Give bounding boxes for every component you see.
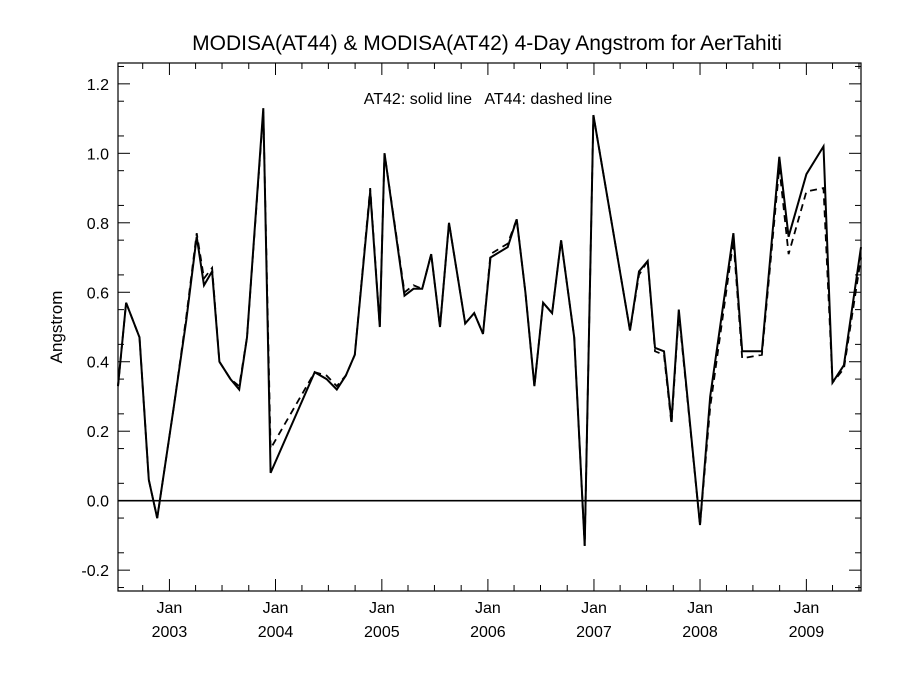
x-tick-year-label: 2003 [152,624,188,641]
plot-frame [117,62,862,592]
y-tick-label: 0.2 [87,424,109,441]
y-tick-label: 0.8 [87,216,109,233]
x-tick-month-label: Jan [793,600,819,617]
y-tick-label: 1.2 [87,77,109,94]
series-layer [117,108,862,546]
x-tick-year-label: 2006 [470,624,506,641]
x-tick-month-label: Jan [157,600,183,617]
x-tick-month-label: Jan [581,600,607,617]
x-tick-year-label: 2007 [576,624,612,641]
series-legend-annotation: AT42: solid line AT44: dashed line [364,91,613,108]
y-tick-label: -0.2 [81,563,109,580]
y-tick-label: 1.0 [87,146,109,163]
axis-tick-labels: -0.2 0.0 0.2 0.4 0.6 0.8 1.0 1.2 Jan 2003 Jan 2004 J… [81,77,824,641]
x-tick-month-label: Jan [687,600,713,617]
x-tick-year-label: 2008 [682,624,718,641]
x-tick-month-label: Jan [263,600,289,617]
y-axis-label: Angstrom [47,291,66,364]
y-tick-label: 0.0 [87,494,109,511]
y-tick-label: 0.6 [87,285,109,302]
y-tick-label: 0.4 [87,355,109,372]
chart-title: MODISA(AT44) & MODISA(AT42) 4-Day Angstr… [192,32,782,55]
x-tick-year-label: 2009 [789,624,825,641]
series-line-at44 [117,111,862,546]
x-tick-year-label: 2004 [258,624,294,641]
axis-ticks [118,63,861,591]
x-tick-month-label: Jan [369,600,395,617]
x-tick-month-label: Jan [475,600,501,617]
x-tick-year-label: 2005 [364,624,400,641]
series-line-at42 [117,108,862,546]
